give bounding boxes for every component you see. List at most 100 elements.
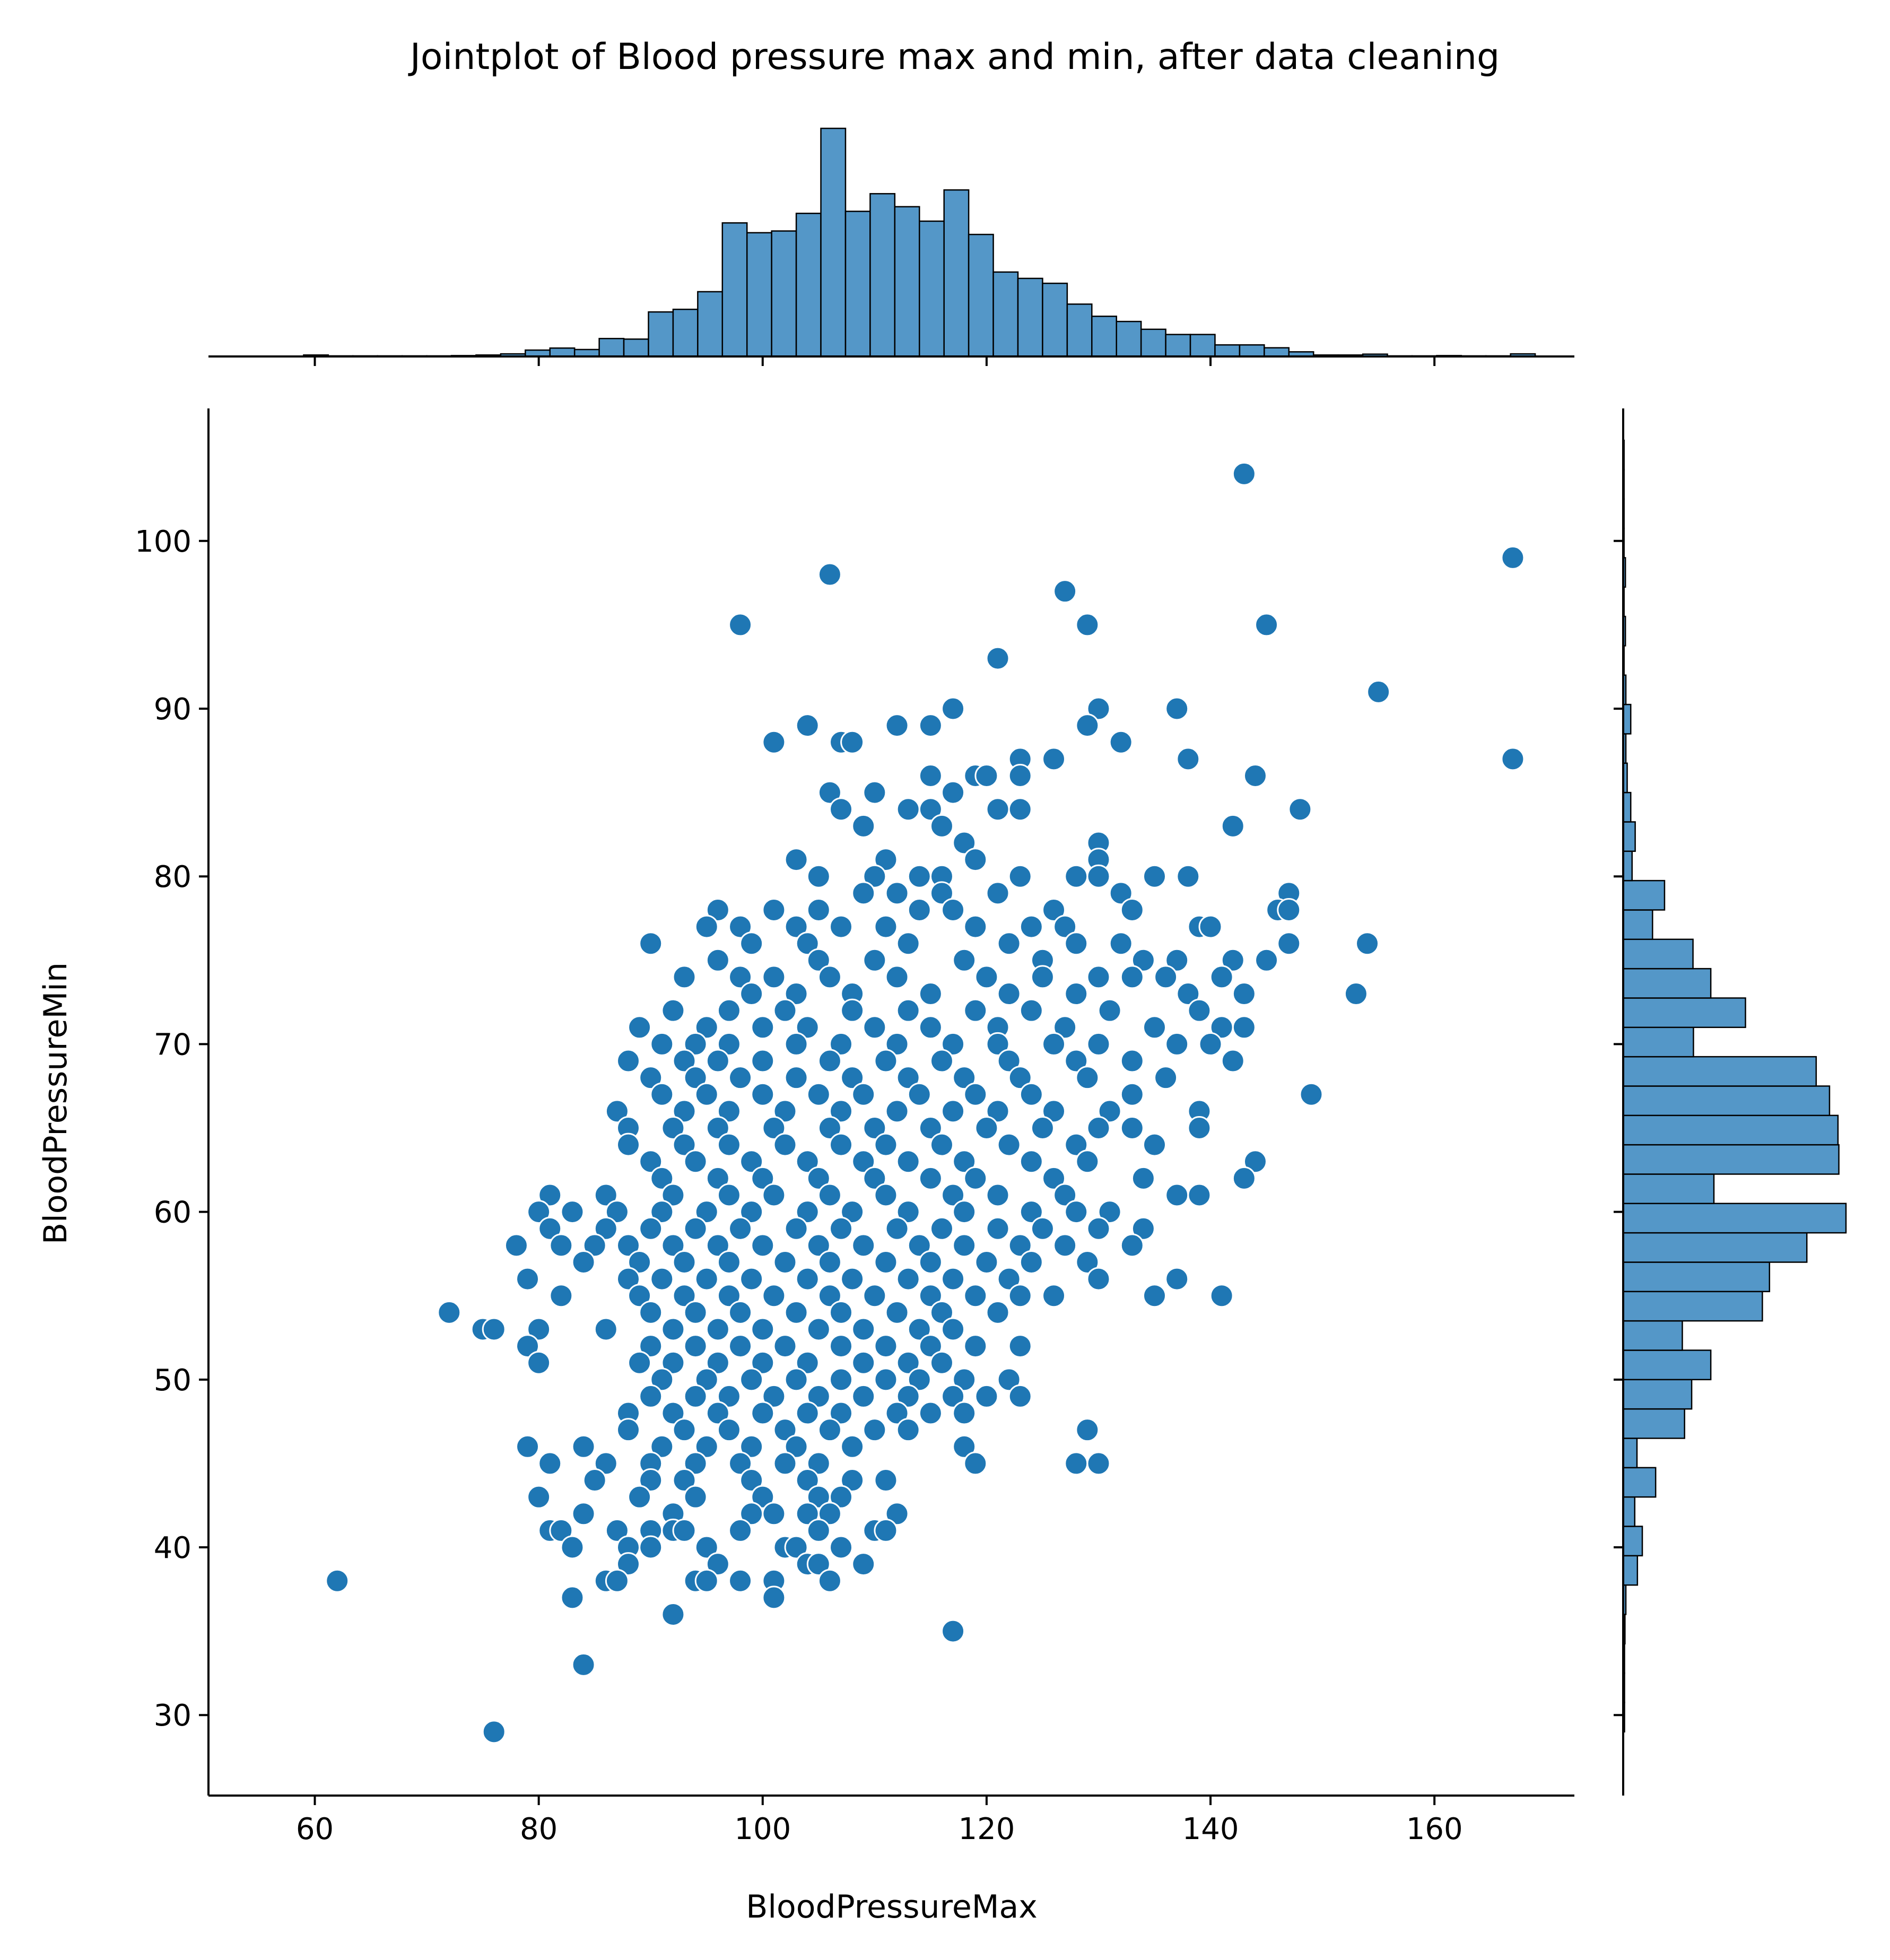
scatter-point (1299, 1082, 1323, 1107)
scatter-point (952, 1066, 977, 1090)
scatter-point (717, 1099, 741, 1123)
scatter-point (1086, 864, 1111, 888)
scatter-point (672, 1099, 696, 1123)
scatter-point (538, 1183, 562, 1207)
scatter-point (863, 864, 887, 888)
scatter-point (929, 1133, 954, 1157)
scatter-point (941, 1317, 965, 1341)
scatter-point (1198, 1032, 1223, 1056)
scatter-point (706, 1166, 730, 1190)
scatter-point (817, 1116, 842, 1140)
histogram-bar (1622, 1349, 1712, 1381)
scatter-point (1143, 1284, 1167, 1308)
scatter-point (952, 1149, 977, 1174)
scatter-point (751, 1015, 775, 1040)
scatter-point (1255, 948, 1279, 972)
scatter-point (1019, 1200, 1043, 1224)
scatter-point (863, 1166, 887, 1190)
scatter-point (829, 1099, 853, 1123)
scatter-point (762, 1183, 786, 1207)
histogram-bar (1214, 344, 1241, 358)
scatter-point (739, 982, 764, 1006)
scatter-point (1075, 1066, 1100, 1090)
scatter-point (639, 1535, 663, 1560)
histogram-bar (919, 220, 945, 358)
scatter-point (907, 1233, 931, 1258)
scatter-point (874, 1518, 898, 1543)
scatter-point (773, 1099, 797, 1123)
scatter-point (639, 1468, 663, 1493)
histogram-bar (1622, 1320, 1683, 1351)
scatter-point (829, 797, 853, 822)
scatter-point (784, 848, 808, 872)
scatter-point (874, 914, 898, 939)
scatter-point (650, 1367, 674, 1392)
scatter-point (918, 1334, 943, 1358)
scatter-point (1131, 1166, 1155, 1190)
scatter-point (851, 1233, 876, 1258)
scatter-point (1501, 747, 1525, 771)
scatter-point (997, 982, 1021, 1006)
scatter-point (1053, 914, 1077, 939)
scatter-point (672, 1049, 696, 1073)
scatter-point (1120, 1233, 1144, 1258)
scatter-point (874, 1250, 898, 1274)
scatter-point (628, 1351, 652, 1375)
scatter-point (751, 1401, 775, 1425)
scatter-point (829, 1216, 853, 1241)
scatter-point (694, 1200, 719, 1224)
scatter-point (1187, 998, 1212, 1023)
scatter-point (806, 1317, 831, 1341)
scatter-point (974, 763, 999, 788)
scatter-point (1053, 1233, 1077, 1258)
scatter-point (751, 1351, 775, 1375)
scatter-point (560, 1200, 585, 1224)
scatter-point (1019, 1149, 1043, 1174)
scatter-point (527, 1485, 551, 1509)
scatter-point (851, 881, 876, 905)
scatter-point (773, 998, 797, 1023)
scatter-point (896, 931, 920, 956)
scatter-point (817, 965, 842, 989)
scatter-point (941, 898, 965, 922)
scatter-point (874, 1049, 898, 1073)
scatter-point (997, 1133, 1021, 1157)
histogram-bar (697, 291, 724, 358)
scatter-point (560, 1586, 585, 1610)
scatter-point (549, 1284, 573, 1308)
scatter-point (650, 1200, 674, 1224)
scatter-point (896, 998, 920, 1023)
scatter-point (672, 1518, 696, 1543)
scatter-point (795, 1401, 820, 1425)
scatter-point (1008, 864, 1032, 888)
histogram-bar (771, 230, 797, 358)
scatter-point (907, 898, 931, 922)
scatter-point (851, 1149, 876, 1174)
scatter-point (1064, 1200, 1088, 1224)
histogram-bar (820, 127, 847, 358)
histogram-bar (1091, 315, 1117, 358)
scatter-point (437, 1300, 461, 1325)
scatter-point (594, 1183, 618, 1207)
scatter-point (516, 1334, 540, 1358)
scatter-point (851, 1351, 876, 1375)
scatter-point (885, 1099, 909, 1123)
scatter-point (661, 1116, 685, 1140)
scatter-point (997, 1367, 1021, 1392)
scatter-point (929, 1351, 954, 1375)
scatter-point (728, 613, 753, 637)
scatter-point (739, 1267, 764, 1291)
scatter-point (694, 1082, 719, 1107)
scatter-point (739, 931, 764, 956)
scatter-point (941, 1032, 965, 1056)
scatter-point (1120, 1082, 1144, 1107)
histogram-bar (869, 193, 896, 358)
scatter-point (918, 1401, 943, 1425)
histogram-bar (1622, 1261, 1771, 1293)
scatter-point (851, 1384, 876, 1408)
scatter-point (929, 1300, 954, 1325)
scatter-point (1154, 1066, 1178, 1090)
scatter-point (1120, 898, 1144, 922)
histogram-bar (1622, 1232, 1808, 1263)
scatter-point (851, 1552, 876, 1576)
